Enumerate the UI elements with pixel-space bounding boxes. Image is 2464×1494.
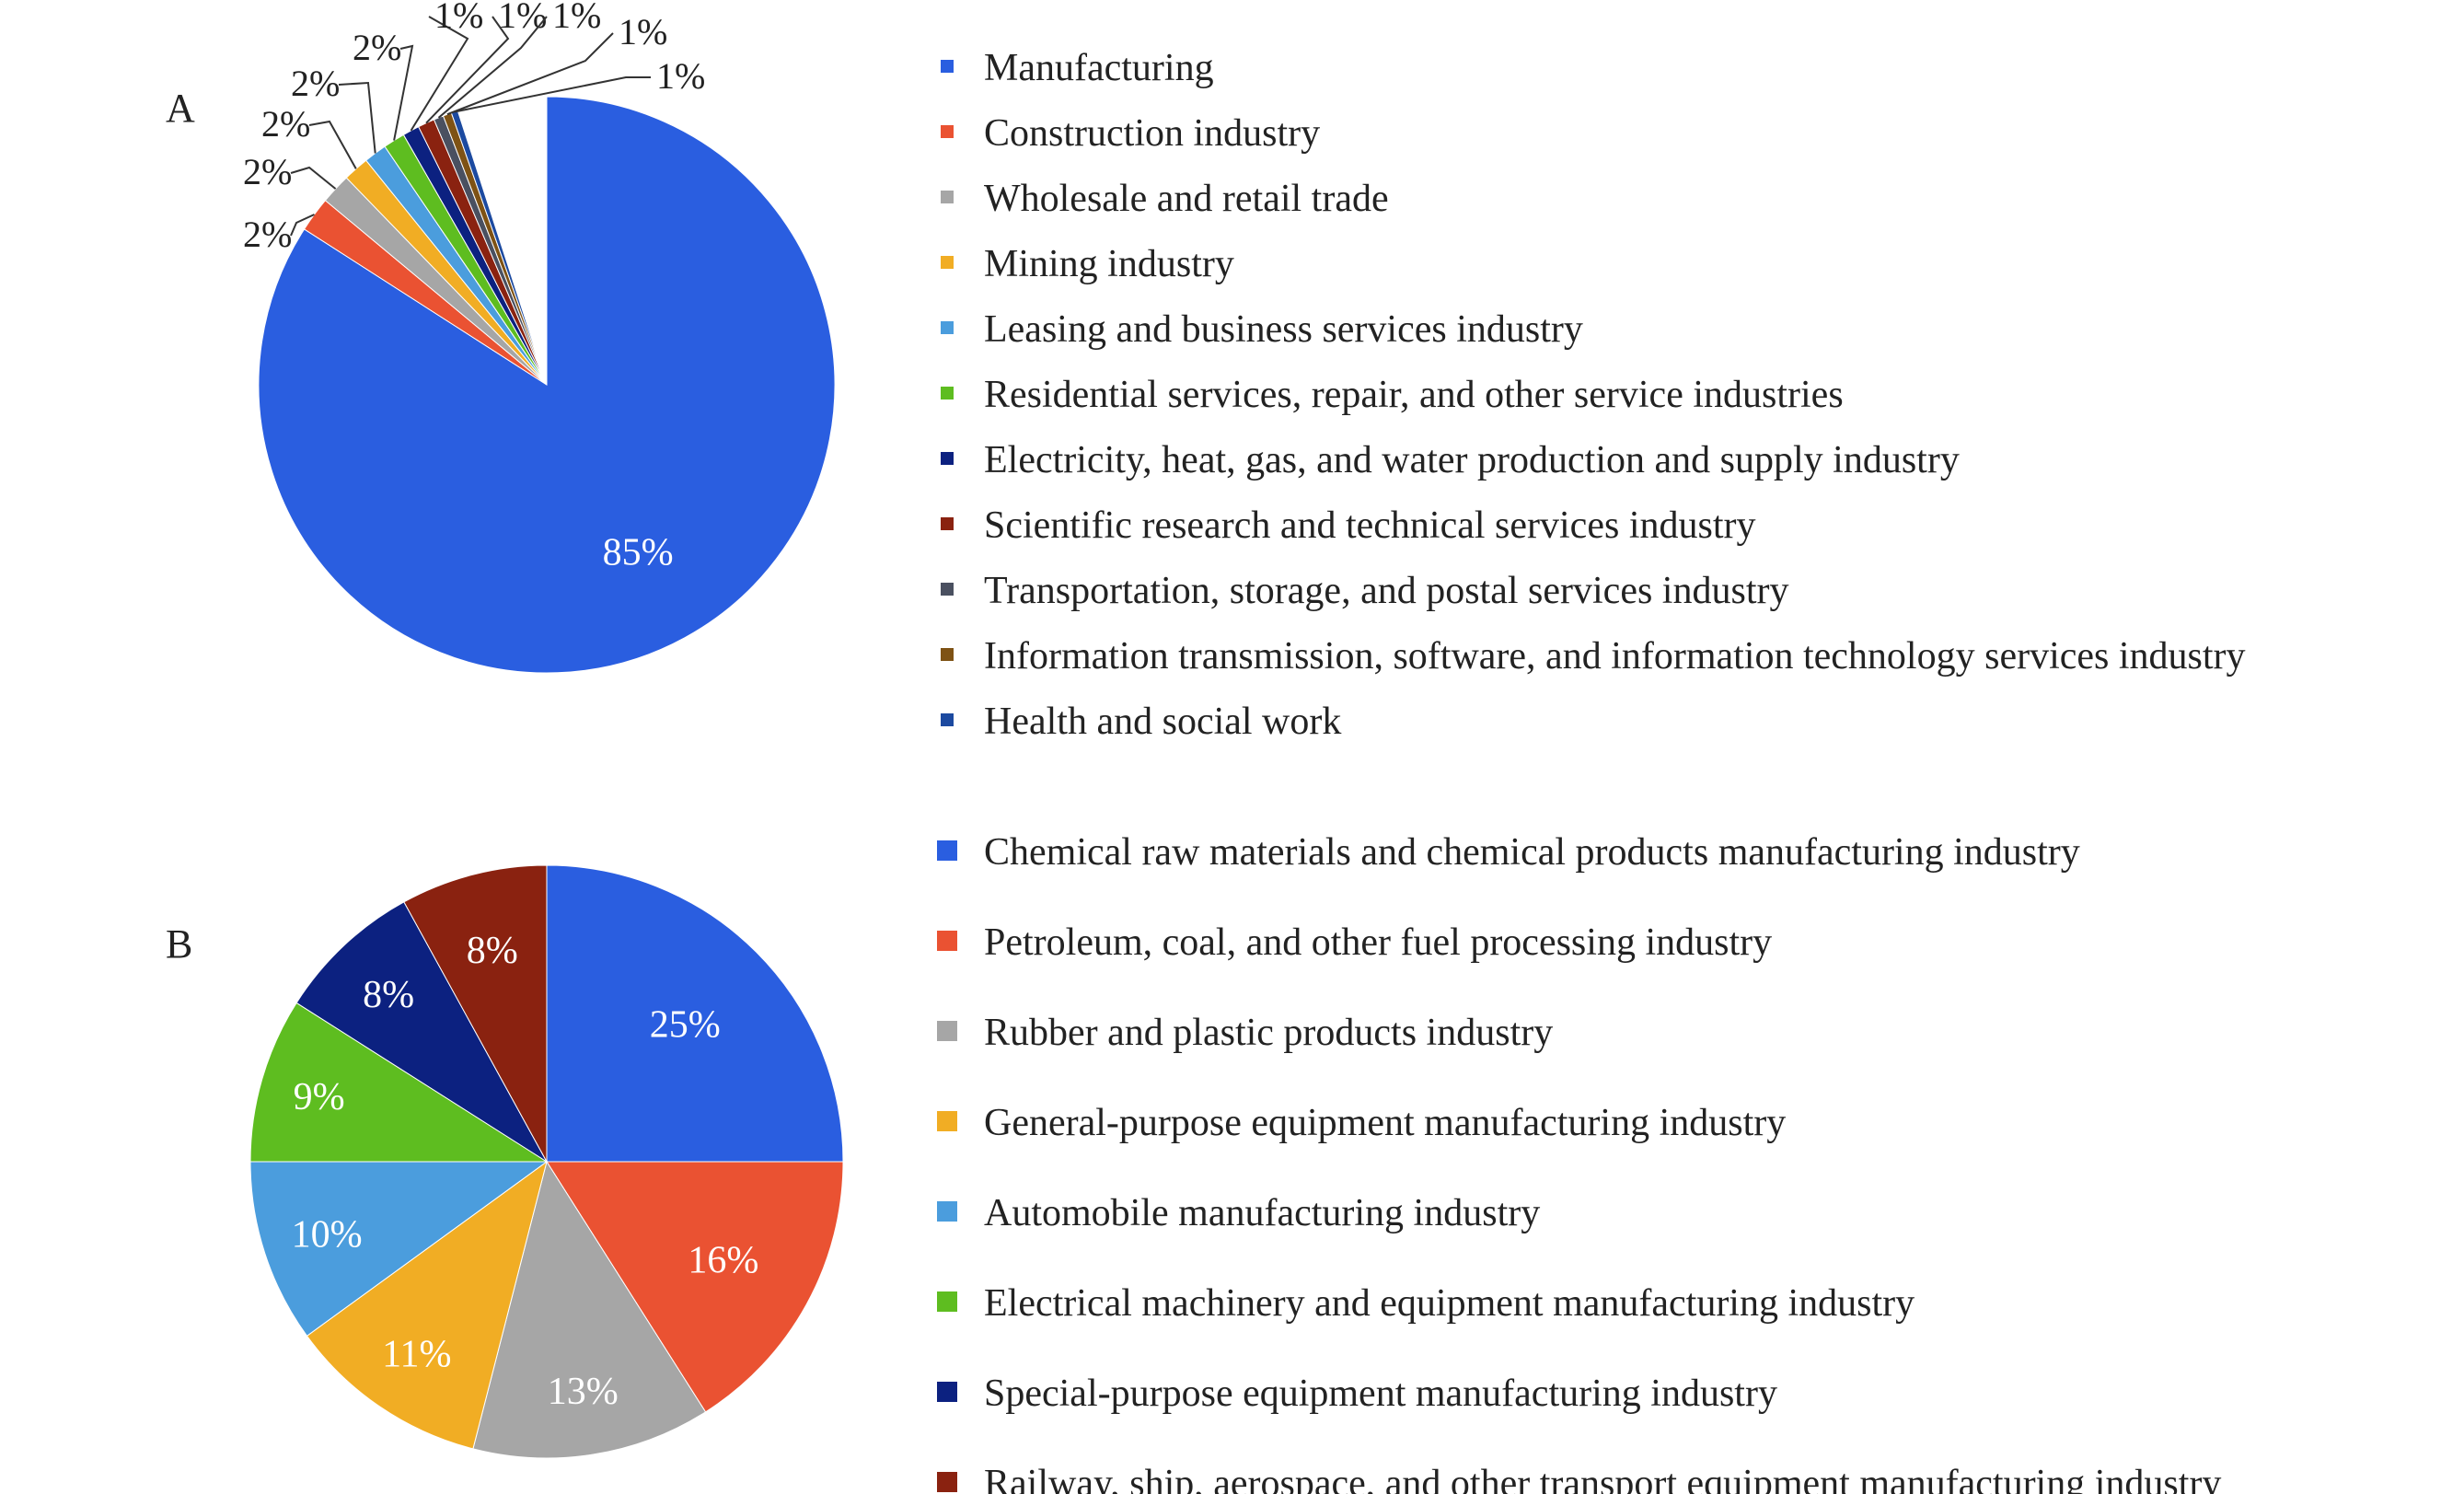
legend-a-label-manufacturing: Manufacturing <box>984 47 1214 89</box>
data-label-automobile-manufacturing-industry: 10% <box>292 1214 363 1257</box>
legend-b-label-electrical-machinery-and-equipment-manufacturing-industry: Electrical machinery and equipment manuf… <box>984 1282 1915 1325</box>
pie-slice-electrical-machinery-and-equipment-manufacturing-industry <box>249 1002 549 1163</box>
leader-line-transportation-storage-and-postal-services-industry <box>437 16 548 119</box>
data-label-transportation-storage-and-postal-services-industry: 1% <box>552 0 601 36</box>
data-label-special-purpose-equipment-manufacturing-industry: 8% <box>363 974 414 1016</box>
pie-slice-automobile-manufacturing-industry <box>249 1161 549 1337</box>
legend-a-swatch-wholesale-and-retail-trade <box>941 191 954 203</box>
data-label-wholesale-and-retail-trade: 2% <box>243 151 292 192</box>
data-label-electricity-heat-gas-and-water-production-and-supply-industry: 1% <box>434 0 483 36</box>
leader-line-mining-industry <box>308 120 357 169</box>
legend-b-label-general-purpose-equipment-manufacturing-industry: General-purpose equipment manufacturing … <box>984 1102 1786 1144</box>
data-label-mining-industry: 2% <box>261 103 310 145</box>
leader-line-wholesale-and-retail-trade <box>290 166 337 190</box>
legend-a-swatch-transportation-storage-and-postal-services-industry <box>941 583 954 596</box>
legend-a-swatch-health-and-social-work <box>941 713 954 726</box>
pie-slice-rubber-and-plastic-products-industry <box>472 1160 707 1459</box>
panel-label-a: A <box>166 86 195 131</box>
pie-chart-a <box>258 96 836 674</box>
leader-line-scientific-research-and-technical-services-industry <box>425 16 510 124</box>
data-label-chemical-raw-materials-and-chemical-products-manufacturing-industry: 25% <box>650 1004 721 1047</box>
legend-b-swatch-chemical-raw-materials-and-chemical-products-manufacturing-industry <box>937 840 957 861</box>
legend-a-swatch-residential-services-repair-and-other-service-industries <box>941 387 954 400</box>
legend-a-swatch-electricity-heat-gas-and-water-production-and-supply-industry <box>941 452 954 465</box>
legend-a-label-health-and-social-work: Health and social work <box>984 701 1341 743</box>
legend-b-label-chemical-raw-materials-and-chemical-products-manufacturing-industry: Chemical raw materials and chemical prod… <box>984 831 2080 874</box>
pie-slice-chemical-raw-materials-and-chemical-products-manufacturing-industry <box>546 864 844 1163</box>
data-label-general-purpose-equipment-manufacturing-industry: 11% <box>382 1334 451 1376</box>
legend-a-label-scientific-research-and-technical-services-industry: Scientific research and technical servic… <box>984 504 1755 547</box>
data-label-electrical-machinery-and-equipment-manufacturing-industry: 9% <box>294 1076 345 1118</box>
data-label-residential-services-repair-and-other-service-industries: 2% <box>353 27 401 68</box>
legend-a-swatch-leasing-and-business-services-industry <box>941 321 954 334</box>
legend-b-swatch-railway-ship-aerospace-and-other-transport-equipment-manufacturing-industry <box>937 1472 957 1492</box>
data-label-manufacturing: 85% <box>603 531 674 573</box>
leader-line-electricity-heat-gas-and-water-production-and-supply-industry <box>410 16 469 132</box>
data-label-information-transmission-software-and-information-technology-services-industry: 1% <box>619 11 667 52</box>
data-label-construction-industry: 2% <box>243 214 292 255</box>
legend-a-label-construction-industry: Construction industry <box>984 112 1320 155</box>
pie-slice-railway-ship-aerospace-and-other-transport-equipment-manufacturing-industry <box>403 864 548 1163</box>
legend-a-label-wholesale-and-retail-trade: Wholesale and retail trade <box>984 178 1389 220</box>
legend-b-label-petroleum-coal-and-other-fuel-processing-industry: Petroleum, coal, and other fuel processi… <box>984 921 1772 964</box>
legend-a-swatch-scientific-research-and-technical-services-industry <box>941 517 954 530</box>
data-label-petroleum-coal-and-other-fuel-processing-industry: 16% <box>688 1240 758 1282</box>
legend-b-swatch-special-purpose-equipment-manufacturing-industry <box>937 1382 957 1402</box>
legend-a-label-residential-services-repair-and-other-service-industries: Residential services, repair, and other … <box>984 374 1844 416</box>
legend-b-swatch-petroleum-coal-and-other-fuel-processing-industry <box>937 931 957 951</box>
legend-b-label-railway-ship-aerospace-and-other-transport-equipment-manufacturing-industry: Railway, ship, aerospace, and other tran… <box>984 1463 2221 1494</box>
data-label-scientific-research-and-technical-services-industry: 1% <box>498 0 547 36</box>
data-label-leasing-and-business-services-industry: 2% <box>291 63 340 104</box>
legend-a-swatch-manufacturing <box>941 60 954 73</box>
data-label-railway-ship-aerospace-and-other-transport-equipment-manufacturing-industry: 8% <box>467 930 518 972</box>
legend-a-label-leasing-and-business-services-industry: Leasing and business services industry <box>984 308 1583 351</box>
pie-slice-petroleum-coal-and-other-fuel-processing-industry <box>546 1161 844 1413</box>
legend-b-swatch-rubber-and-plastic-products-industry <box>937 1021 957 1041</box>
pie-a-data-labels: 85%2%2%2%2%2%1% 1% 1% 1%1% <box>243 0 705 573</box>
data-label-health-and-social-work: 1% <box>656 55 705 97</box>
legend-b: Chemical raw materials and chemical prod… <box>937 831 2221 1494</box>
legend-a-swatch-mining-industry <box>941 256 954 269</box>
legend-b-label-rubber-and-plastic-products-industry: Rubber and plastic products industry <box>984 1012 1553 1054</box>
leader-line-leasing-and-business-services-industry <box>338 81 376 154</box>
legend-a-label-mining-industry: Mining industry <box>984 243 1234 285</box>
legend-a-swatch-construction-industry <box>941 125 954 138</box>
legend-b-label-automobile-manufacturing-industry: Automobile manufacturing industry <box>984 1192 1540 1234</box>
pie-chart-b <box>249 864 844 1459</box>
legend-b-swatch-automobile-manufacturing-industry <box>937 1201 957 1222</box>
legend-a-label-transportation-storage-and-postal-services-industry: Transportation, storage, and postal serv… <box>984 570 1788 612</box>
data-label-rubber-and-plastic-products-industry: 13% <box>548 1371 619 1413</box>
legend-b-swatch-general-purpose-equipment-manufacturing-industry <box>937 1111 957 1131</box>
pie-slice-general-purpose-equipment-manufacturing-industry <box>306 1160 548 1450</box>
leader-line-information-transmission-software-and-information-technology-services-industry <box>446 32 614 116</box>
leader-line-construction-industry <box>290 214 315 237</box>
leader-line-health-and-social-work <box>454 76 651 113</box>
legend-a-label-information-transmission-software-and-information-technology-services-industry: Information transmission, software, and … <box>984 635 2246 678</box>
panel-label-b: B <box>166 921 192 967</box>
pie-slice-special-purpose-equipment-manufacturing-industry <box>295 901 548 1163</box>
pie-b-data-labels: 25% 16% 13% 11% 10% 9% 8% 8% <box>292 930 759 1413</box>
legend-b-swatch-electrical-machinery-and-equipment-manufacturing-industry <box>937 1291 957 1312</box>
legend-b-label-special-purpose-equipment-manufacturing-industry: Special-purpose equipment manufacturing … <box>984 1372 1777 1415</box>
legend-a-swatch-information-transmission-software-and-information-technology-services-industry <box>941 648 954 661</box>
legend-a-label-electricity-heat-gas-and-water-production-and-supply-industry: Electricity, heat, gas, and water produc… <box>984 439 1960 481</box>
leader-line-residential-services-repair-and-other-service-industries <box>393 44 414 141</box>
legend-a: Manufacturing Construction industry Wholes… <box>941 47 2246 743</box>
